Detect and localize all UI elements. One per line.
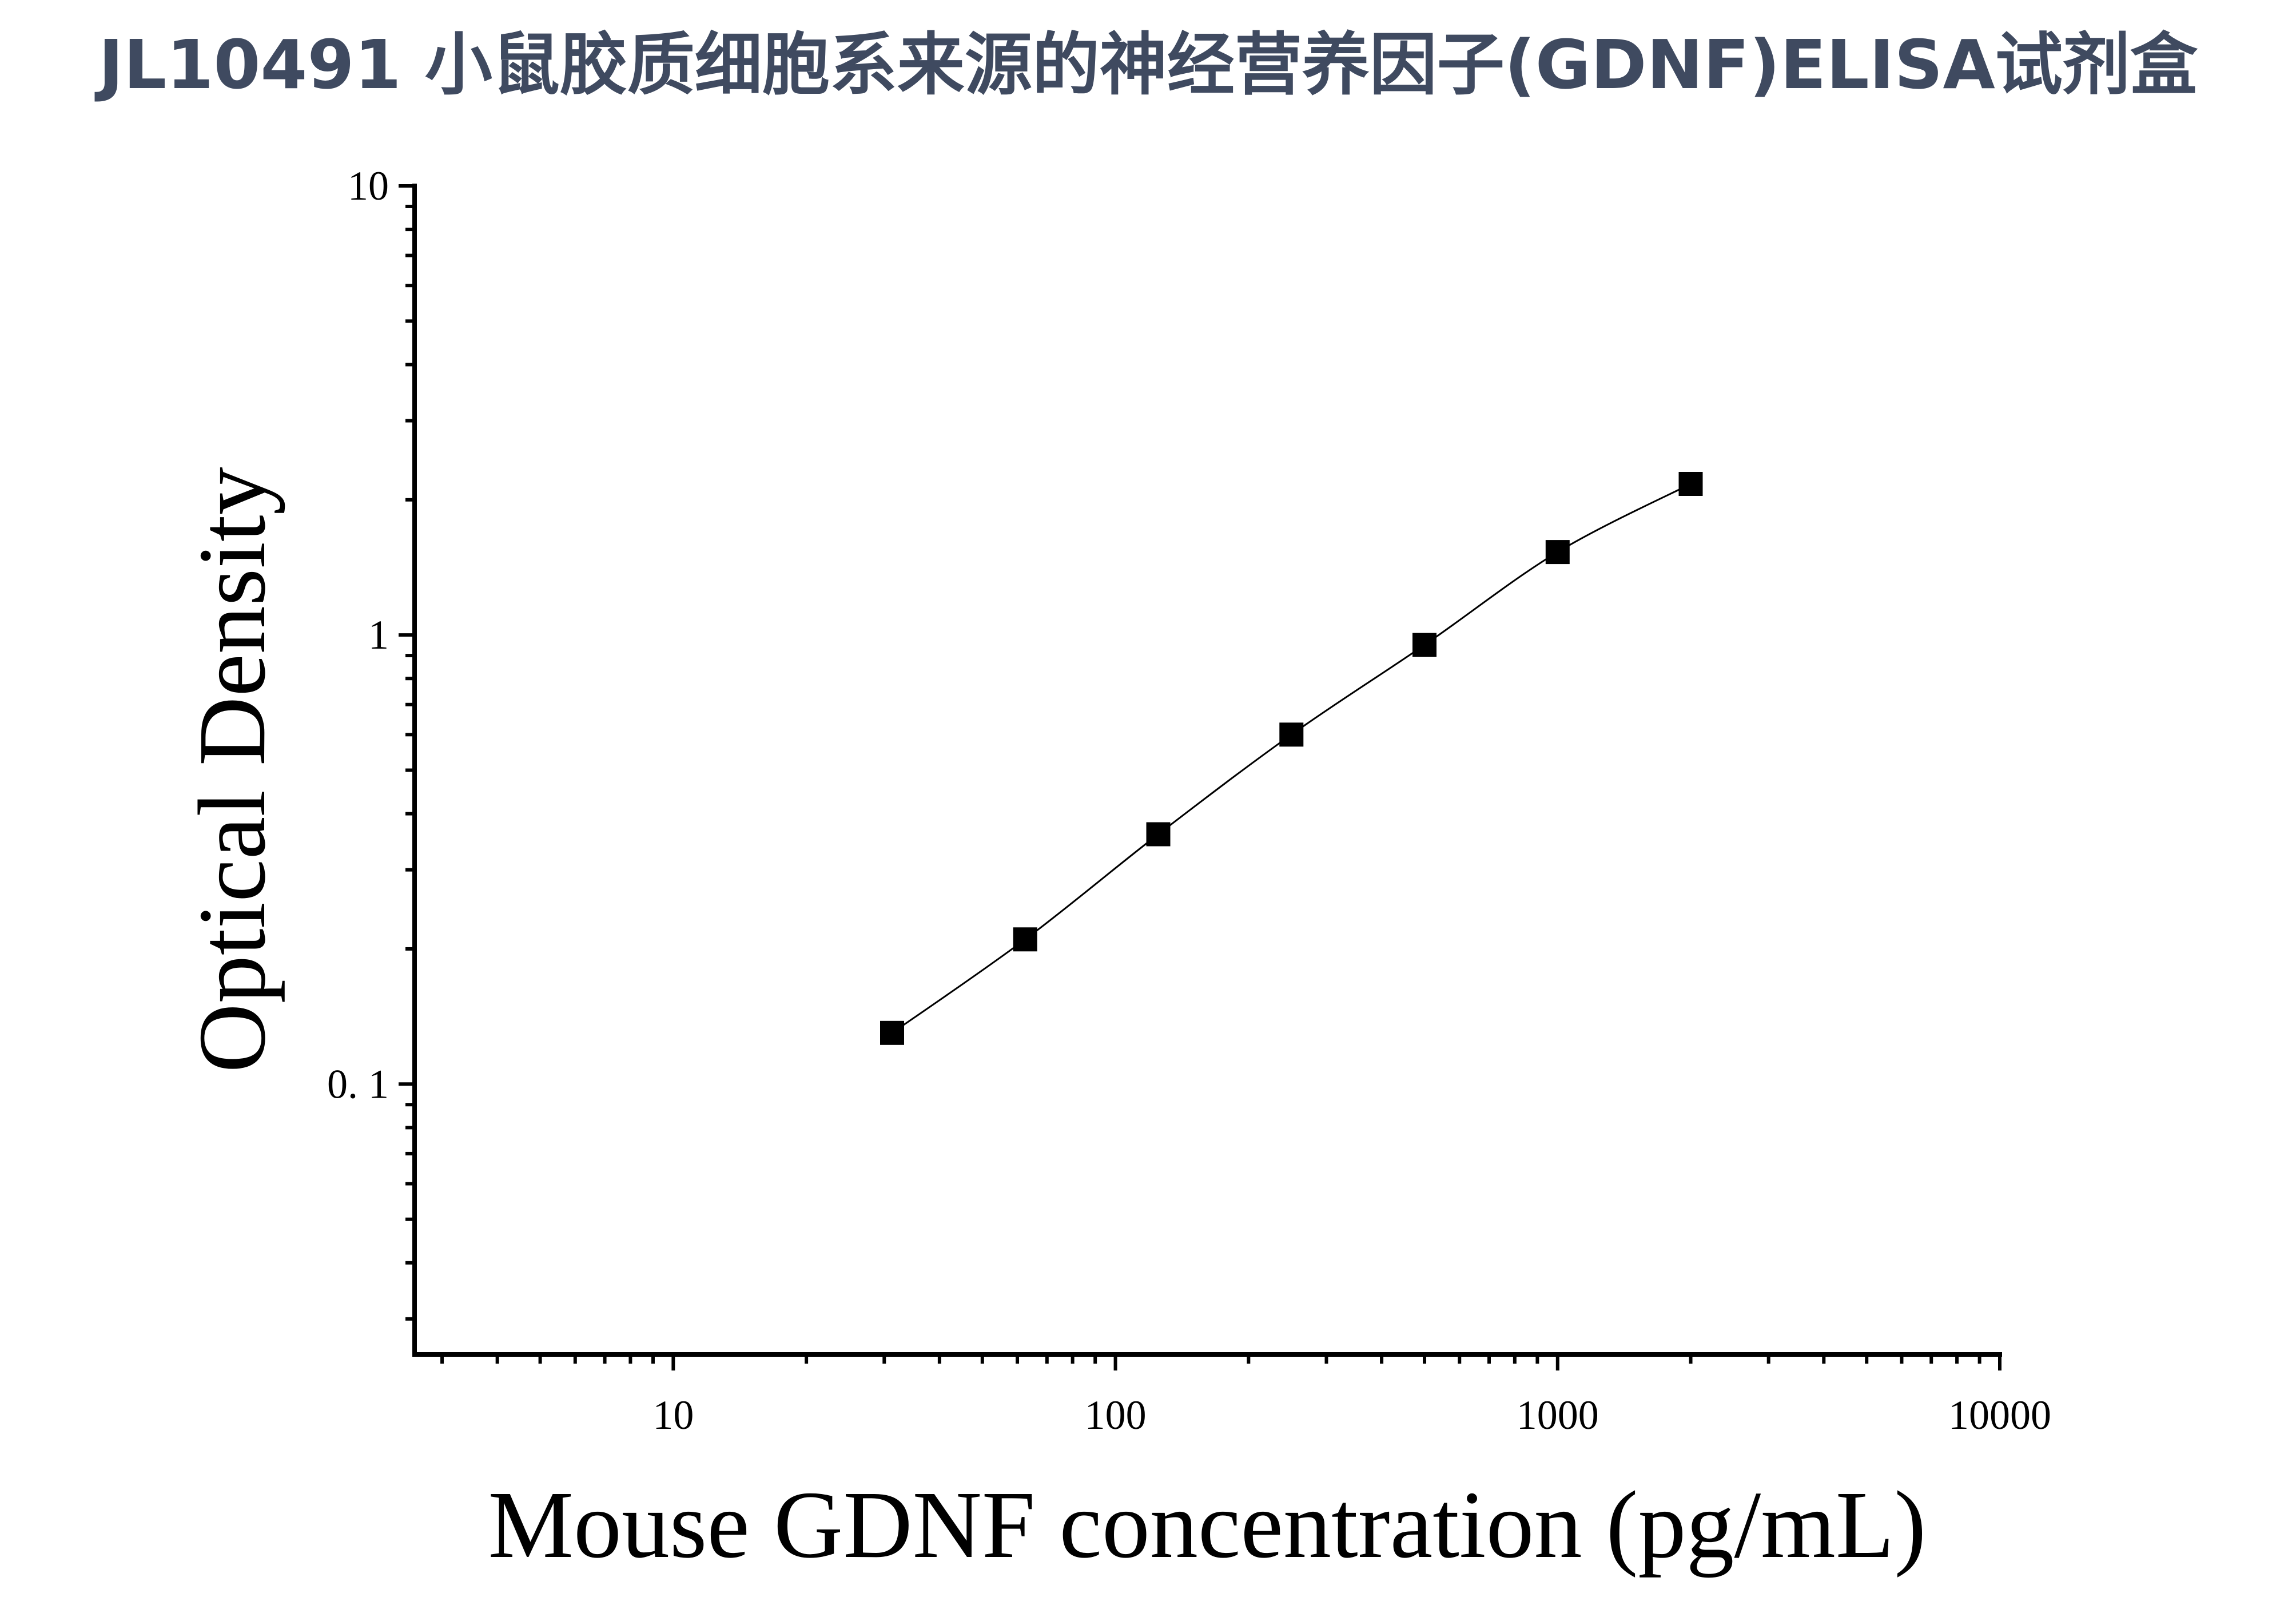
axes [412,184,2002,1357]
y-axis-label: Optical Density [179,467,285,1072]
axis-tick-labels: 10 100 1000 10000 0. 1 1 10 [327,163,2051,1438]
axis-ticks [399,184,2001,1370]
data-point [1013,927,1037,952]
y-tick-label: 10 [348,163,389,209]
x-tick-label: 100 [1085,1392,1147,1438]
data-point [1412,633,1437,657]
data-point [1545,540,1570,565]
x-axis-label: Mouse GDNF concentration (pg/mL) [488,1472,1927,1578]
fit-curve [892,483,1692,1034]
x-tick-label: 10 [652,1392,694,1438]
y-tick-label: 1 [368,612,389,658]
data-point [1279,722,1304,747]
data-points-layer [880,472,1703,1045]
data-point [1146,822,1171,847]
x-tick-label: 1000 [1517,1392,1599,1438]
x-tick-label: 10000 [1948,1392,2051,1438]
y-tick-label: 0. 1 [327,1061,389,1107]
axis-labels: Mouse GDNF concentration (pg/mL) Optical… [179,467,1926,1578]
fit-curve-layer [892,483,1692,1034]
chart-title: JL10491 小鼠胶质细胞系来源的神经营养因子(GDNF)ELISA试剂盒 [98,25,2198,104]
data-point [880,1020,904,1045]
data-point [1678,472,1703,496]
